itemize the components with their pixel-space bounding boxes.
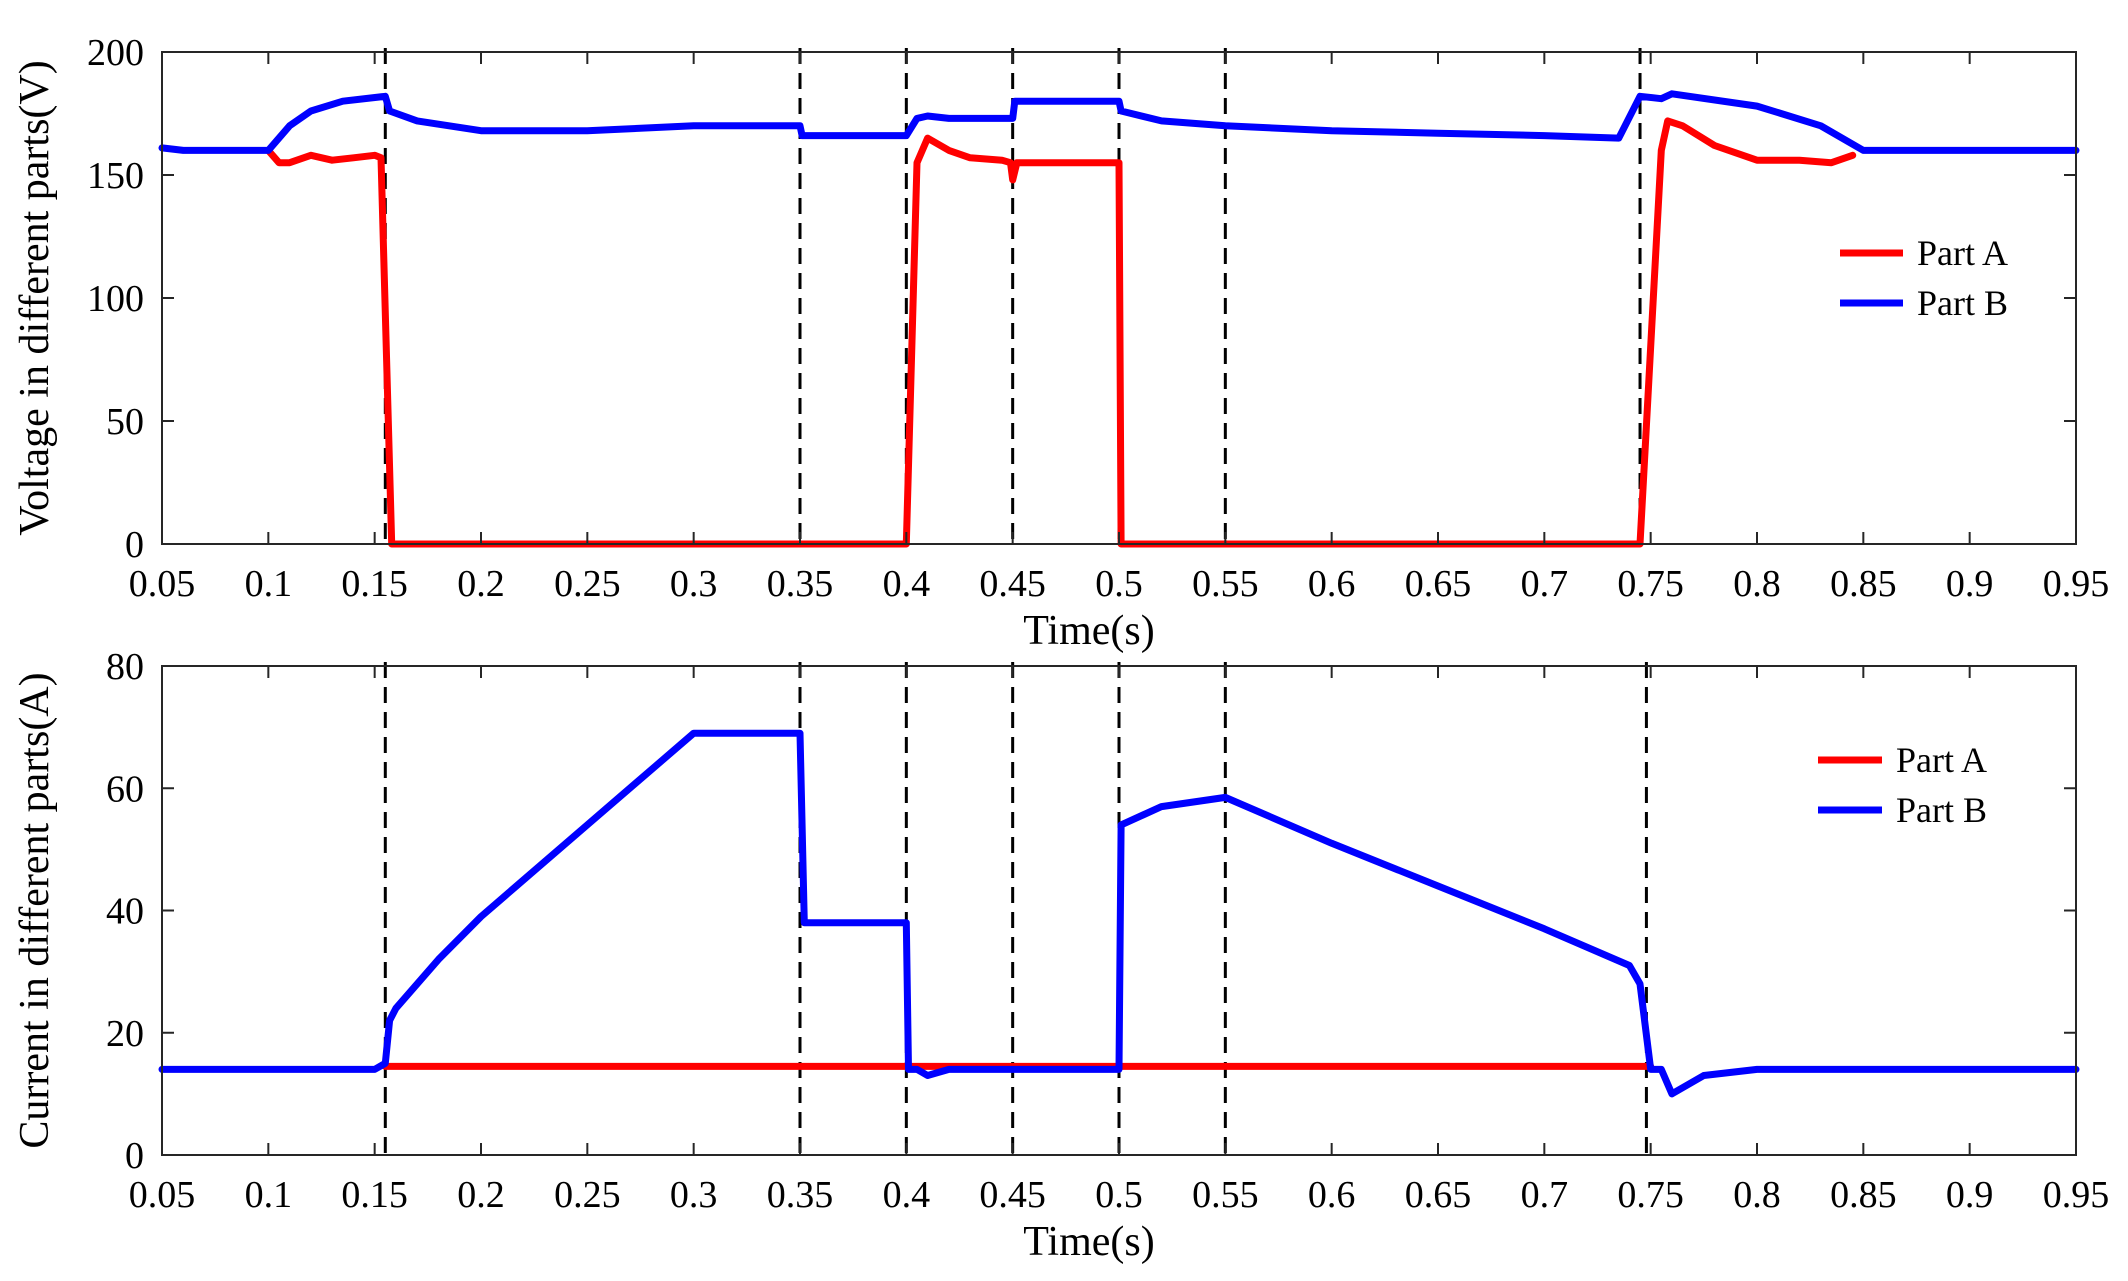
x-tick-label: 0.25 [554,563,621,605]
x-tick-label: 0.6 [1308,1174,1356,1216]
y-tick-label: 50 [106,401,144,443]
y-axis-label: Voltage in different parts(V) [12,60,58,535]
y-tick-label: 0 [125,524,144,566]
current-chart: 0.05 0.1 0.15 0.2 0.25 0.3 0.35 0.4 0.45 0.5 0.55 0… [12,646,2109,1265]
x-tick-label: 0.2 [457,1174,505,1216]
x-tick-label: 0.3 [670,1174,718,1216]
x-tick-label: 0.8 [1733,1174,1781,1216]
x-tick-label: 0.25 [554,1174,621,1216]
y-tick-label: 40 [106,891,144,933]
x-axis-label: Time(s) [1023,608,1154,654]
x-tick-label: 0.45 [979,1174,1046,1216]
x-tick-label: 0.75 [1617,1174,1684,1216]
x-tick-label: 0.8 [1733,563,1781,605]
x-tick-label: 0.35 [767,563,834,605]
y-tick-label: 20 [106,1013,144,1055]
x-tick-label: 0.95 [2043,1174,2110,1216]
y-tick-label: 80 [106,646,144,688]
x-tick-label: 0.65 [1405,563,1472,605]
x-tick-label: 0.85 [1830,563,1897,605]
x-tick-label: 0.9 [1946,1174,1994,1216]
x-tick-label: 0.7 [1521,1174,1569,1216]
x-tick-label: 0.85 [1830,1174,1897,1216]
x-tick-label: 0.65 [1405,1174,1472,1216]
x-tick-label: 0.35 [767,1174,834,1216]
x-tick-label: 0.4 [883,1174,931,1216]
x-tick-label: 0.75 [1617,563,1684,605]
y-tick-label: 0 [125,1135,144,1177]
y-axis-label: Current in different parts(A) [12,672,58,1148]
x-tick-label: 0.9 [1946,563,1994,605]
y-tick-label: 60 [106,768,144,810]
x-tick-label: 0.05 [129,563,196,605]
x-tick-label: 0.1 [245,563,293,605]
legend-label: Part B [1917,283,2008,323]
series-line-part-b [158,729,2080,1098]
x-tick-label: 0.45 [979,563,1046,605]
x-tick-label: 0.5 [1095,1174,1143,1216]
x-tick-label: 0.7 [1521,563,1569,605]
legend-label: Part A [1896,740,1987,780]
x-tick-label: 0.15 [341,1174,408,1216]
x-tick-label: 0.05 [129,1174,196,1216]
x-tick-label: 0.3 [670,563,718,605]
series-line-part-b [158,90,2080,154]
x-tick-label: 0.55 [1192,1174,1259,1216]
y-tick-label: 100 [87,278,144,320]
x-axis-label: Time(s) [1023,1219,1154,1265]
x-tick-label: 0.4 [883,563,931,605]
series-line-part-a [264,117,1857,548]
x-tick-label: 0.95 [2043,563,2110,605]
y-tick-label: 200 [87,32,144,74]
x-tick-label: 0.5 [1095,563,1143,605]
x-tick-label: 0.15 [341,563,408,605]
legend-label: Part A [1917,233,2008,273]
legend-label: Part B [1896,790,1987,830]
y-tick-label: 150 [87,155,144,197]
x-tick-label: 0.55 [1192,563,1259,605]
voltage-chart: 0.05 0.1 0.15 0.2 0.25 0.3 0.35 0.4 0.45 0.5 0.55 0… [12,32,2109,654]
x-tick-label: 0.1 [245,1174,293,1216]
x-tick-label: 0.6 [1308,563,1356,605]
x-tick-label: 0.2 [457,563,505,605]
